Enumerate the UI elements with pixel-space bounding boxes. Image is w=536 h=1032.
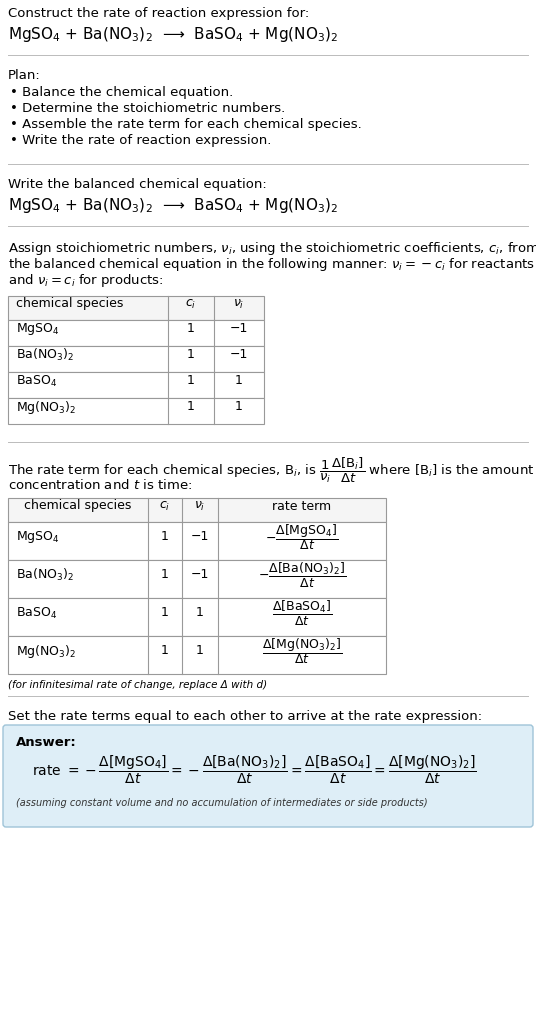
Text: BaSO$_4$: BaSO$_4$ — [16, 606, 57, 620]
FancyBboxPatch shape — [3, 725, 533, 827]
Text: 1: 1 — [235, 375, 243, 387]
Text: • Write the rate of reaction expression.: • Write the rate of reaction expression. — [10, 134, 271, 147]
Text: Ba(NO$_3$)$_2$: Ba(NO$_3$)$_2$ — [16, 567, 74, 583]
Text: • Balance the chemical equation.: • Balance the chemical equation. — [10, 86, 233, 99]
Text: and $\nu_i = c_i$ for products:: and $\nu_i = c_i$ for products: — [8, 272, 163, 289]
Text: $-\dfrac{\Delta[\mathrm{Ba(NO_3)_2}]}{\Delta t}$: $-\dfrac{\Delta[\mathrm{Ba(NO_3)_2}]}{\D… — [258, 560, 346, 589]
Text: Write the balanced chemical equation:: Write the balanced chemical equation: — [8, 178, 267, 191]
Text: Mg(NO$_3$)$_2$: Mg(NO$_3$)$_2$ — [16, 398, 77, 416]
Bar — [8, 636, 386, 674]
Text: concentration and $t$ is time:: concentration and $t$ is time: — [8, 478, 192, 492]
Bar — [8, 560, 386, 598]
Text: Answer:: Answer: — [16, 736, 77, 749]
Bar — [8, 498, 386, 522]
Text: MgSO$_4$ + Ba(NO$_3$)$_2$  ⟶  BaSO$_4$ + Mg(NO$_3$)$_2$: MgSO$_4$ + Ba(NO$_3$)$_2$ ⟶ BaSO$_4$ + M… — [8, 25, 338, 44]
Text: 1: 1 — [187, 322, 195, 335]
Text: The rate term for each chemical species, B$_i$, is $\dfrac{1}{\nu_i}\dfrac{\Delt: The rate term for each chemical species,… — [8, 456, 534, 485]
Text: 1: 1 — [161, 607, 169, 619]
Text: −1: −1 — [191, 530, 209, 544]
Bar — [8, 398, 264, 424]
Text: −1: −1 — [230, 349, 248, 361]
Text: rate term: rate term — [272, 499, 332, 513]
Bar — [8, 372, 264, 398]
Text: Set the rate terms equal to each other to arrive at the rate expression:: Set the rate terms equal to each other t… — [8, 710, 482, 723]
Text: $-\dfrac{\Delta[\mathrm{MgSO_4}]}{\Delta t}$: $-\dfrac{\Delta[\mathrm{MgSO_4}]}{\Delta… — [265, 522, 339, 552]
Text: $\nu_i$: $\nu_i$ — [195, 499, 206, 513]
Text: 1: 1 — [235, 400, 243, 414]
Text: 1: 1 — [187, 349, 195, 361]
Bar — [8, 320, 264, 346]
Bar — [8, 346, 264, 372]
Text: Assign stoichiometric numbers, $\nu_i$, using the stoichiometric coefficients, $: Assign stoichiometric numbers, $\nu_i$, … — [8, 240, 536, 257]
Bar — [8, 598, 386, 636]
Text: −1: −1 — [191, 569, 209, 581]
Text: 1: 1 — [161, 645, 169, 657]
Text: MgSO$_4$: MgSO$_4$ — [16, 321, 59, 337]
Text: (for infinitesimal rate of change, replace Δ with d): (for infinitesimal rate of change, repla… — [8, 680, 267, 690]
Text: $\dfrac{\Delta[\mathrm{BaSO_4}]}{\Delta t}$: $\dfrac{\Delta[\mathrm{BaSO_4}]}{\Delta … — [272, 599, 332, 627]
Text: MgSO$_4$ + Ba(NO$_3$)$_2$  ⟶  BaSO$_4$ + Mg(NO$_3$)$_2$: MgSO$_4$ + Ba(NO$_3$)$_2$ ⟶ BaSO$_4$ + M… — [8, 196, 338, 215]
Text: 1: 1 — [187, 400, 195, 414]
Text: BaSO$_4$: BaSO$_4$ — [16, 374, 57, 389]
Text: chemical species: chemical species — [24, 499, 132, 513]
Text: • Assemble the rate term for each chemical species.: • Assemble the rate term for each chemic… — [10, 118, 362, 131]
Bar — [8, 296, 264, 320]
Text: 1: 1 — [196, 607, 204, 619]
Text: Mg(NO$_3$)$_2$: Mg(NO$_3$)$_2$ — [16, 643, 77, 659]
Text: MgSO$_4$: MgSO$_4$ — [16, 529, 59, 545]
Text: the balanced chemical equation in the following manner: $\nu_i = -c_i$ for react: the balanced chemical equation in the fo… — [8, 256, 535, 273]
Text: Ba(NO$_3$)$_2$: Ba(NO$_3$)$_2$ — [16, 347, 74, 363]
Text: $c_i$: $c_i$ — [185, 297, 197, 311]
Bar — [8, 522, 386, 560]
Text: • Determine the stoichiometric numbers.: • Determine the stoichiometric numbers. — [10, 102, 285, 115]
Text: 1: 1 — [161, 569, 169, 581]
Text: 1: 1 — [161, 530, 169, 544]
Text: (assuming constant volume and no accumulation of intermediates or side products): (assuming constant volume and no accumul… — [16, 798, 428, 808]
Text: $\nu_i$: $\nu_i$ — [233, 297, 245, 311]
Text: 1: 1 — [196, 645, 204, 657]
Text: Plan:: Plan: — [8, 69, 41, 82]
Text: $\dfrac{\Delta[\mathrm{Mg(NO_3)_2}]}{\Delta t}$: $\dfrac{\Delta[\mathrm{Mg(NO_3)_2}]}{\De… — [262, 636, 342, 666]
Text: Construct the rate of reaction expression for:: Construct the rate of reaction expressio… — [8, 7, 309, 20]
Text: −1: −1 — [230, 322, 248, 335]
Text: $c_i$: $c_i$ — [159, 499, 170, 513]
Text: chemical species: chemical species — [16, 297, 123, 311]
Text: rate $= -\dfrac{\Delta[\mathrm{MgSO_4}]}{\Delta t} = -\dfrac{\Delta[\mathrm{Ba(N: rate $= -\dfrac{\Delta[\mathrm{MgSO_4}]}… — [32, 754, 477, 786]
Text: 1: 1 — [187, 375, 195, 387]
